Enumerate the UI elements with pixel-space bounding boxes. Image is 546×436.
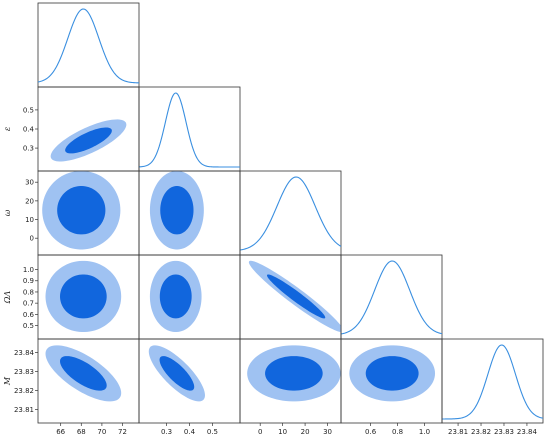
- marginal-curve-eps: [138, 92, 240, 168]
- panel-1d-M: [441, 338, 544, 424]
- marginal-curve-OmegaL: [340, 260, 443, 335]
- panel-1d-H0: [37, 2, 140, 88]
- y-tick-label: 0.4: [23, 125, 35, 133]
- y-tick-label: 20: [25, 197, 34, 205]
- marginal-curve-omega: [239, 176, 342, 251]
- contour-68: [265, 356, 323, 391]
- panel-1d-OmegaL: [340, 254, 443, 340]
- panel-2d-H0-eps: [37, 86, 140, 172]
- y-tick-label: 23.83: [14, 368, 34, 376]
- marginal-curve-H0: [37, 8, 140, 84]
- panel-2d-eps-OmegaL: [138, 254, 241, 340]
- y-tick-label: 23.81: [14, 406, 34, 414]
- y-tick-label: 0.3: [23, 144, 34, 152]
- contour-68: [365, 356, 419, 391]
- x-tick-label: 23.84: [517, 428, 538, 436]
- panel-2d-OmegaL-M: [340, 338, 443, 424]
- y-tick-label: 23.82: [14, 387, 34, 395]
- marginal-curve-M: [442, 344, 544, 420]
- panel-frame: [340, 338, 443, 424]
- panel-frame: [239, 170, 342, 256]
- y-tick-label: 0.5: [23, 322, 34, 330]
- x-tick-label: 0.6: [365, 428, 377, 436]
- x-tick-label: 1.0: [419, 428, 430, 436]
- x-tick-label: 23.82: [471, 428, 491, 436]
- contour-68: [60, 274, 107, 319]
- y-tick-label: 0.6: [23, 311, 35, 319]
- panel-2d-omega-OmegaL: [239, 254, 342, 340]
- y-tick-label: 10: [25, 216, 34, 224]
- x-tick-label: 20: [301, 428, 310, 436]
- panel-2d-eps-M: [138, 338, 241, 424]
- y-tick-label: 0: [30, 235, 34, 243]
- y-axis-label-eps: ε: [3, 127, 12, 131]
- x-tick-label: 68: [77, 428, 86, 436]
- y-tick-label: 30: [25, 179, 34, 187]
- y-axis-label-omega: ω: [3, 209, 12, 216]
- x-tick-label: 72: [118, 428, 127, 436]
- contour-68: [65, 127, 112, 154]
- contour-68: [60, 356, 107, 391]
- panel-2d-omega-M: [239, 338, 342, 424]
- y-axis-label-M: M: [3, 376, 12, 386]
- y-tick-label: 0.9: [23, 277, 34, 285]
- x-tick-label: 70: [97, 428, 106, 436]
- x-tick-label: 0: [258, 428, 262, 436]
- panel-frame: [37, 2, 140, 88]
- y-tick-label: 0.5: [23, 106, 34, 114]
- x-tick-label: 66: [56, 428, 65, 436]
- x-tick-label: 23.83: [494, 428, 514, 436]
- panel-frame: [441, 338, 544, 424]
- x-tick-label: 0.5: [207, 428, 218, 436]
- x-tick-label: 0.8: [392, 428, 403, 436]
- y-tick-label: 0.8: [23, 288, 34, 296]
- contour-68: [57, 185, 106, 235]
- x-tick-label: 30: [323, 428, 332, 436]
- x-tick-label: 23.81: [448, 428, 468, 436]
- panel-2d-H0-M: [37, 338, 140, 424]
- y-axis-label-OmegaL: ΩΛ: [3, 291, 12, 305]
- panel-2d-H0-OmegaL: [37, 254, 140, 340]
- x-tick-label: 0.4: [184, 428, 196, 436]
- panel-1d-omega: [239, 170, 342, 256]
- contour-68: [159, 274, 192, 319]
- contour-68: [160, 185, 194, 235]
- panel-2d-H0-omega: [37, 170, 140, 256]
- y-tick-label: 1.0: [23, 266, 34, 274]
- y-tick-label: 23.84: [14, 349, 35, 357]
- contour-68: [159, 356, 195, 391]
- x-tick-label: 0.3: [161, 428, 172, 436]
- contour-68: [266, 274, 326, 319]
- y-tick-label: 0.7: [23, 300, 34, 308]
- x-tick-label: 10: [278, 428, 287, 436]
- panel-2d-eps-omega: [138, 170, 241, 256]
- panel-1d-eps: [138, 86, 241, 172]
